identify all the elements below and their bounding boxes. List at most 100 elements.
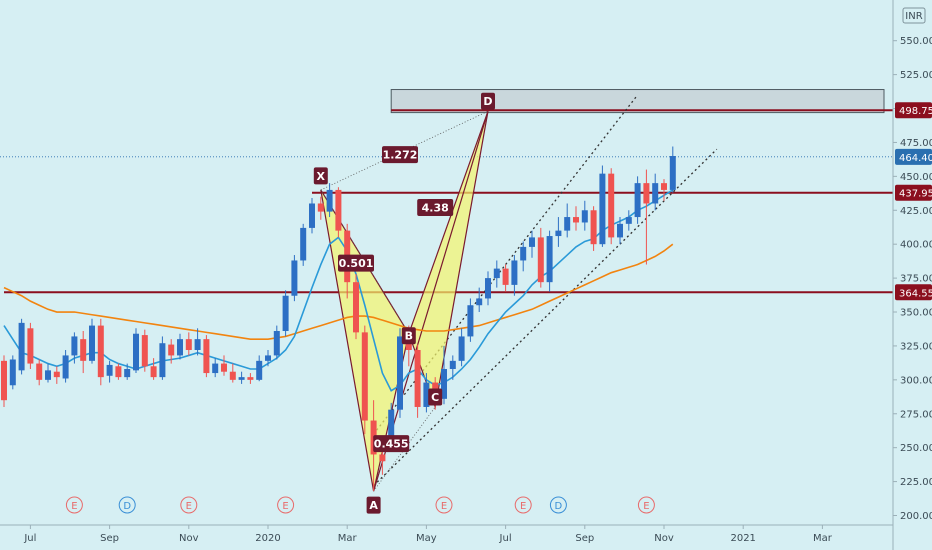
target-zone-box[interactable]: [390, 89, 885, 114]
candle[interactable]: [1, 355, 7, 407]
candle[interactable]: [397, 328, 403, 418]
candle[interactable]: [106, 360, 113, 383]
candle[interactable]: [643, 169, 650, 265]
candle[interactable]: [326, 183, 333, 218]
candle[interactable]: [177, 333, 183, 360]
candle[interactable]: [546, 230, 553, 292]
price-tag[interactable]: 498.75: [895, 102, 932, 119]
candle[interactable]: [599, 165, 606, 247]
candle[interactable]: [27, 322, 34, 369]
candle[interactable]: [502, 264, 509, 292]
candle[interactable]: [159, 336, 166, 380]
ratio-label-3[interactable]: 1.272: [382, 146, 418, 164]
candle[interactable]: [537, 227, 544, 288]
pattern-triangle-bcd[interactable]: [408, 111, 489, 410]
candle[interactable]: [229, 363, 236, 383]
candle[interactable]: [80, 331, 87, 374]
candle[interactable]: [71, 332, 78, 364]
candle[interactable]: [247, 373, 254, 384]
candle[interactable]: [18, 318, 25, 375]
candle[interactable]: [150, 358, 157, 380]
candle[interactable]: [168, 339, 175, 364]
candle[interactable]: [53, 366, 60, 384]
candle[interactable]: [485, 271, 491, 306]
event-marker-earnings[interactable]: E: [65, 496, 83, 514]
candle-body: [449, 360, 456, 369]
ratio-label-0[interactable]: 0.501: [338, 254, 374, 272]
candle[interactable]: [141, 329, 148, 372]
candle[interactable]: [564, 203, 571, 238]
candle[interactable]: [661, 179, 667, 201]
candle[interactable]: [203, 335, 210, 378]
candle[interactable]: [511, 255, 518, 296]
candle[interactable]: [555, 217, 562, 247]
candle[interactable]: [423, 373, 430, 413]
candle[interactable]: [467, 298, 474, 342]
pattern-point-a[interactable]: A: [366, 496, 381, 514]
candle[interactable]: [185, 332, 192, 356]
event-marker-earnings[interactable]: E: [180, 496, 198, 514]
event-marker-dividend[interactable]: D: [549, 496, 567, 514]
candle[interactable]: [449, 355, 456, 380]
candle[interactable]: [273, 325, 280, 360]
candle[interactable]: [124, 363, 131, 380]
candle-body: [361, 332, 368, 421]
candle[interactable]: [45, 363, 51, 383]
candle[interactable]: [221, 355, 227, 376]
pattern-point-d[interactable]: D: [481, 92, 495, 110]
candle[interactable]: [133, 328, 139, 374]
candle[interactable]: [652, 173, 659, 211]
candle[interactable]: [520, 241, 527, 272]
candle[interactable]: [265, 350, 271, 367]
candle[interactable]: [194, 328, 201, 356]
candle[interactable]: [458, 328, 465, 367]
candle[interactable]: [617, 217, 623, 245]
candle[interactable]: [309, 198, 315, 234]
candle[interactable]: [493, 260, 500, 288]
candle[interactable]: [36, 359, 43, 386]
candle[interactable]: [573, 206, 579, 231]
candle[interactable]: [115, 363, 122, 380]
candle[interactable]: [62, 350, 69, 383]
channel-line-0[interactable]: [373, 148, 718, 487]
currency-badge[interactable]: INR: [902, 7, 926, 24]
candle[interactable]: [414, 344, 421, 418]
price-tag[interactable]: 437.95: [895, 184, 932, 201]
event-marker-earnings[interactable]: E: [277, 496, 295, 514]
candle[interactable]: [634, 176, 641, 224]
candle[interactable]: [353, 274, 359, 340]
candle[interactable]: [669, 146, 676, 193]
price-tag[interactable]: 464.40: [895, 148, 932, 165]
price-tag[interactable]: 364.55: [895, 284, 932, 301]
pattern-point-c[interactable]: C: [428, 388, 443, 406]
ratio-label-2[interactable]: 4.38: [417, 199, 454, 217]
candle[interactable]: [625, 210, 632, 231]
candle[interactable]: [212, 358, 219, 378]
candle[interactable]: [529, 230, 535, 258]
ratio-label-1[interactable]: 0.455: [373, 435, 410, 453]
candle[interactable]: [441, 345, 447, 405]
pattern-point-b[interactable]: B: [401, 327, 416, 345]
event-marker-earnings[interactable]: E: [435, 496, 453, 514]
candle[interactable]: [282, 290, 289, 337]
candle[interactable]: [89, 318, 95, 364]
event-marker-earnings[interactable]: E: [514, 496, 532, 514]
candle[interactable]: [476, 287, 483, 313]
candle[interactable]: [361, 325, 368, 435]
event-marker-dividend[interactable]: D: [118, 496, 136, 514]
candle[interactable]: [256, 355, 263, 382]
candle[interactable]: [608, 168, 615, 245]
candle[interactable]: [97, 318, 104, 386]
pattern-point-x[interactable]: X: [313, 167, 328, 185]
candle[interactable]: [300, 223, 307, 266]
candle[interactable]: [238, 371, 245, 384]
candle[interactable]: [581, 200, 588, 231]
candle[interactable]: [317, 196, 324, 220]
candle[interactable]: [590, 206, 597, 251]
event-marker-earnings[interactable]: E: [637, 496, 655, 514]
candle[interactable]: [335, 187, 342, 238]
candle[interactable]: [9, 355, 16, 390]
candle[interactable]: [291, 255, 298, 302]
